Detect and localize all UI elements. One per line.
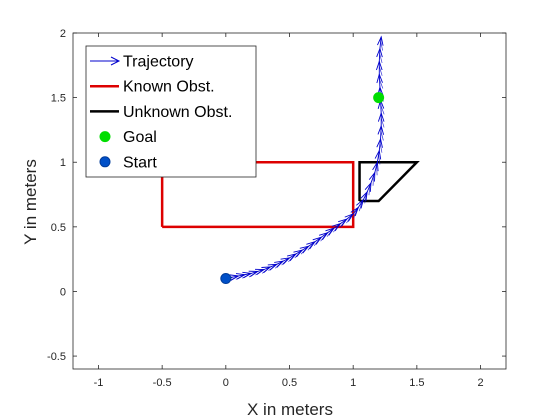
legend-swatch [99, 131, 111, 143]
legend-label: Trajectory [123, 54, 194, 71]
legend-label: Unknown Obst. [123, 104, 232, 121]
known-obst-outline [160, 160, 355, 229]
trajectory-arrow [376, 137, 383, 153]
legend-item: Goal [99, 129, 157, 146]
x-axis-ticks: -1 -0.5 0 0.5 1 1.5 2 [94, 33, 484, 389]
obstacle-layer [160, 160, 420, 229]
legend-label: Start [123, 154, 157, 171]
x-tick-label: 1 [350, 377, 356, 389]
legend-item: Trajectory [90, 54, 194, 71]
y-tick-label: 0 [60, 286, 66, 298]
legend-label: Goal [123, 129, 157, 146]
marker-layer [220, 92, 385, 285]
trajectory-arrow [312, 236, 323, 246]
trajectory-arrow [377, 35, 384, 51]
trajectory-arrow [376, 47, 383, 64]
unknown-obst-outline [358, 160, 420, 203]
legend-item: Start [99, 154, 157, 171]
x-tick-label: 2 [477, 377, 483, 389]
trajectory-arrow [376, 72, 384, 89]
x-tick-label: -0.5 [153, 377, 172, 389]
y-tick-label: 0.5 [51, 222, 66, 234]
trajectory-arrow [318, 231, 329, 242]
start-marker [220, 273, 232, 285]
legend: Trajectory Known Obst. Unknown Obst. Goal St… [85, 45, 257, 178]
legend-item: Known Obst. [90, 79, 215, 96]
x-tick-label: 1.5 [409, 377, 424, 389]
legend-item: Unknown Obst. [90, 104, 232, 121]
trajectory-arrow [377, 111, 385, 128]
x-tick-label: 0.5 [282, 377, 297, 389]
trajectory-arrow [344, 213, 355, 224]
x-tick-label: -1 [94, 377, 104, 389]
trajectory-layer [222, 35, 385, 283]
trajectory-arrow [376, 60, 383, 76]
x-axis-label: X in meters [247, 400, 333, 419]
legend-swatch [99, 156, 111, 168]
trajectory-arrow [372, 160, 379, 176]
y-tick-label: -0.5 [47, 351, 66, 363]
x-tick-label: 0 [223, 377, 229, 389]
trajectory-arrow [377, 124, 385, 141]
y-tick-label: 2 [60, 28, 66, 40]
y-tick-label: 1.5 [51, 93, 66, 105]
y-axis-label: Y in meters [21, 159, 40, 245]
y-tick-label: 1 [60, 157, 66, 169]
goal-marker [373, 92, 385, 104]
y-axis-ticks: -0.5 0 0.5 1 1.5 2 [47, 28, 506, 363]
trajectory-arrow [325, 227, 336, 237]
legend-label: Known Obst. [123, 79, 215, 96]
